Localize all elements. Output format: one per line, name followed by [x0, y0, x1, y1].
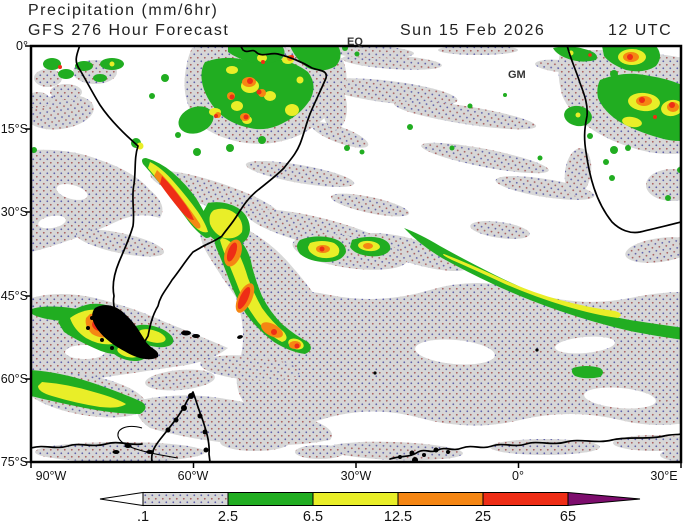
- lon-label: 90°W: [36, 469, 67, 483]
- lat-label: 75°S: [1, 455, 28, 469]
- coast-africa: [566, 47, 680, 234]
- precip-layer-red: [58, 53, 675, 349]
- axis-labels: 0° 15°S 30°S 45°S 60°S 75°S 90°W 60°W 30…: [1, 39, 678, 483]
- map-frame: [25, 44, 683, 468]
- colorbar-threshold: 2.5: [218, 509, 238, 525]
- colorbar-above-wedge: [567, 491, 641, 507]
- colorbar: .1 2.5 6.5 12.5 25 65: [99, 491, 641, 525]
- lon-label: 30°W: [341, 469, 372, 483]
- colorbar-segment-1: [142, 492, 229, 506]
- greenwich-meridian-label: GM: [508, 69, 526, 81]
- lat-label: 15°S: [1, 122, 28, 136]
- colorbar-threshold: 12.5: [384, 509, 412, 525]
- colorbar-segment-4: [397, 492, 484, 506]
- lat-label: 45°S: [1, 289, 28, 303]
- coast-antarctica-west: [32, 441, 143, 449]
- lon-label: 0°: [512, 469, 524, 483]
- colorbar-below-wedge: [99, 491, 144, 507]
- colorbar-threshold: 25: [475, 509, 491, 525]
- lat-label: 30°S: [1, 205, 28, 219]
- tierra-del-fuego: [92, 305, 159, 360]
- lat-label: 0°: [16, 39, 28, 53]
- colorbar-segment-5: [482, 492, 569, 506]
- valid-date: Sun 15 Feb 2026: [400, 22, 546, 39]
- coast-south-america-pacific: [75, 47, 139, 323]
- colorbar-threshold: 65: [560, 509, 576, 525]
- coast-antarctica-east: [389, 433, 680, 460]
- valid-time: 12 UTC: [608, 22, 673, 39]
- precip-layer-light: [32, 47, 680, 461]
- lon-label: 60°W: [178, 469, 209, 483]
- lat-label: 60°S: [1, 372, 28, 386]
- lon-label: 30°E: [650, 469, 677, 483]
- coast-south-america-atlantic: [141, 47, 328, 347]
- chart-title: Precipitation (mm/6hr): [28, 2, 219, 19]
- colorbar-threshold: .1: [137, 509, 149, 525]
- map-annotations: EQ GM: [347, 36, 526, 81]
- colorbar-segment-3: [312, 492, 399, 506]
- coastlines: [32, 47, 680, 461]
- colorbar-segment-2: [227, 492, 314, 506]
- falkland-islands: [181, 330, 191, 336]
- colorbar-threshold: 6.5: [303, 509, 323, 525]
- equator-label: EQ: [347, 36, 363, 48]
- model-forecast-label: GFS 276 Hour Forecast: [28, 22, 230, 39]
